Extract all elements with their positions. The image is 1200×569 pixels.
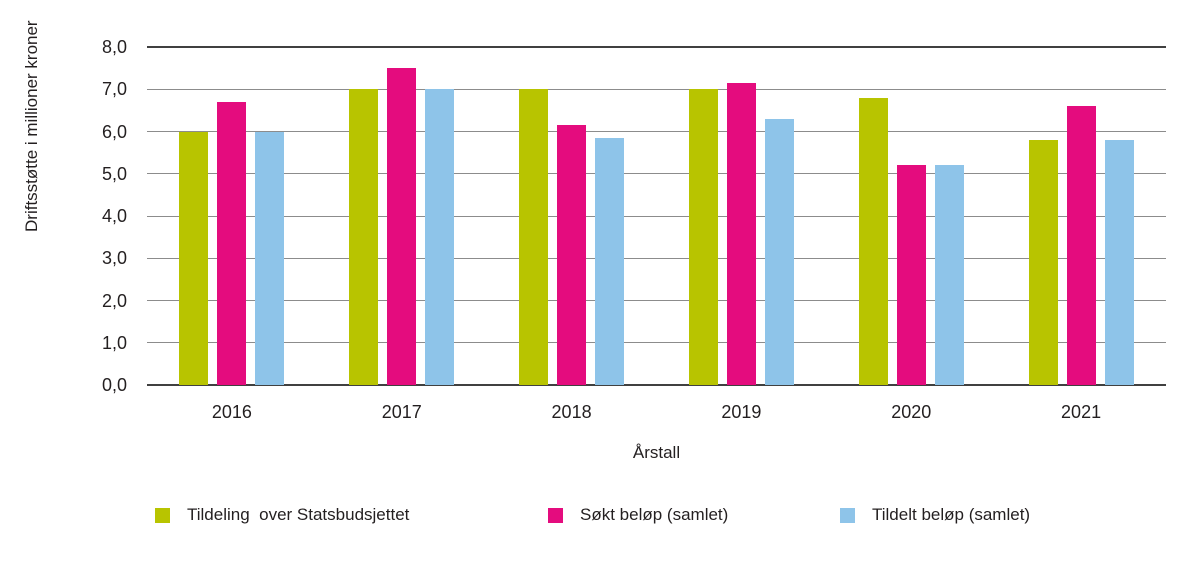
x-tick-label: 2021: [1061, 402, 1102, 422]
legend-item: Tildeling over Statsbudsjettet: [155, 505, 409, 525]
axis-line: [147, 46, 1166, 48]
legend-label: Tildeling over Statsbudsjettet: [187, 505, 410, 524]
bar: [858, 97, 888, 385]
legend-swatch-icon: [840, 507, 855, 523]
bar: [519, 89, 549, 385]
legend-item: Tildelt beløp (samlet): [840, 505, 1030, 525]
bar: [1028, 139, 1058, 385]
gridline: [147, 342, 1166, 344]
y-tick-label: 2,0: [101, 290, 127, 311]
x-tick-label: 2017: [381, 402, 422, 422]
gridline: [147, 257, 1166, 259]
bar: [179, 131, 209, 385]
bar: [217, 101, 247, 385]
y-tick-label: 5,0: [101, 163, 127, 184]
gridline: [147, 300, 1166, 301]
y-tick-label: 6,0: [101, 121, 127, 142]
y-tick-label: 4,0: [101, 206, 127, 226]
gridline: [147, 173, 1166, 175]
y-tick-label: 3,0: [101, 248, 127, 269]
bar: [726, 82, 756, 385]
legend-swatch-icon: [155, 507, 170, 523]
y-tick-label: 0,0: [101, 375, 127, 395]
bar: [1104, 139, 1134, 385]
bar: [1066, 106, 1096, 385]
bar: [557, 125, 587, 385]
bar: [349, 89, 379, 385]
bar: [595, 137, 625, 385]
gridline: [147, 88, 1166, 90]
bar-group-2017: [317, 47, 487, 385]
legend-item: Søkt beløp (samlet): [548, 505, 728, 525]
bar: [896, 165, 926, 385]
bar: [425, 89, 455, 385]
bar: [387, 68, 417, 385]
axis-line: [147, 384, 1166, 386]
bar: [255, 131, 285, 385]
x-tick-label: 2020: [891, 402, 932, 422]
legend-swatch-icon: [548, 507, 563, 523]
legend-label: Søkt beløp (samlet): [580, 505, 729, 524]
bar: [688, 89, 718, 385]
gridline: [147, 131, 1166, 132]
x-tick-label: 2016: [211, 402, 252, 422]
legend: Tildeling over Statsbudsjettet Søkt beløp…: [0, 505, 1200, 529]
bar-group-2018: [487, 47, 657, 385]
y-tick-label: 8,0: [101, 37, 127, 57]
bar: [934, 165, 964, 385]
y-tick-label: 7,0: [101, 79, 127, 100]
legend-label: Tildelt beløp (samlet): [872, 505, 1031, 524]
x-tick-label: 2019: [721, 402, 762, 422]
x-tick-label: 2018: [551, 402, 592, 422]
bar-group-2020: [826, 47, 996, 385]
bar: [764, 118, 794, 385]
bar-group-2019: [657, 47, 827, 385]
gridline: [147, 215, 1166, 217]
bar-group-2016: [147, 47, 317, 385]
y-tick-label: 1,0: [101, 332, 127, 353]
x-axis-title: Årstall: [632, 443, 681, 462]
plot-area: [147, 46, 1166, 386]
bar-group-2021: [996, 47, 1166, 385]
